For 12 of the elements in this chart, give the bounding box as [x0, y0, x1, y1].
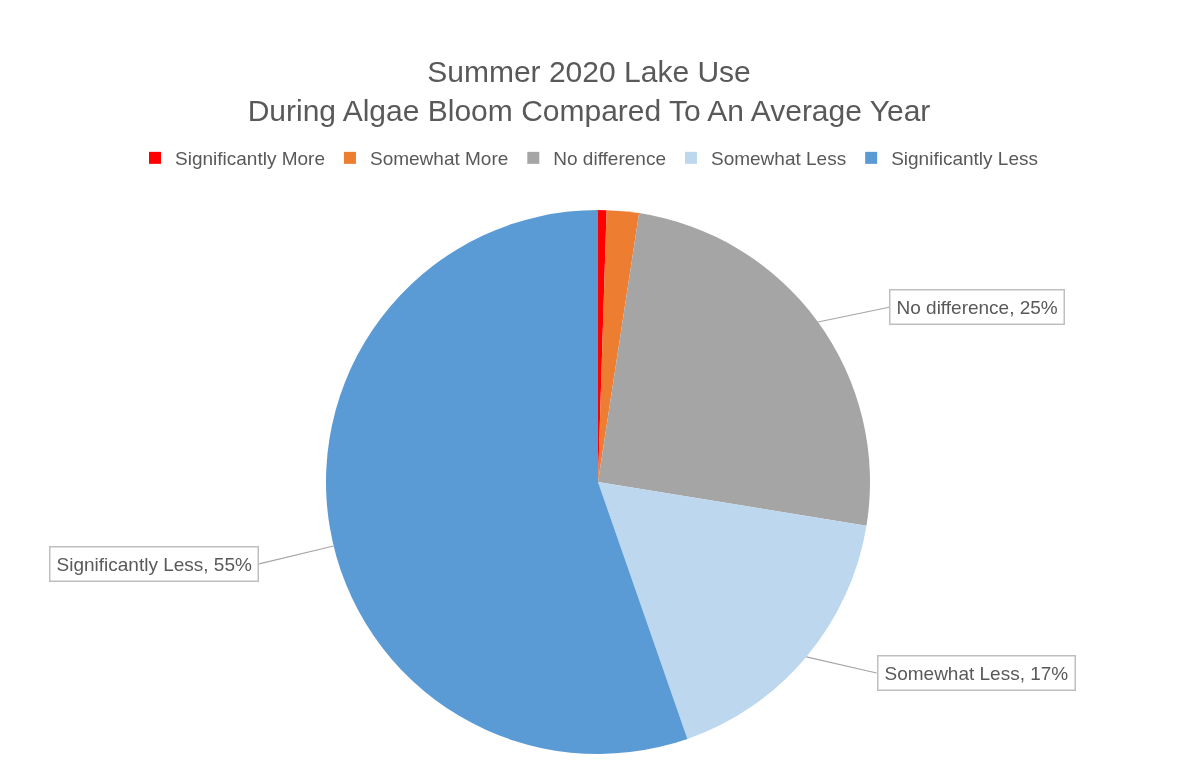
data-label: Significantly Less, 55% — [56, 553, 252, 575]
data-label: Somewhat Less, 17% — [884, 662, 1069, 684]
data-label: No difference, 25% — [896, 296, 1058, 318]
pie-slice — [598, 482, 867, 739]
chart-title: Summer 2020 Lake Use During Algae Bloom Compared To An Average Year — [247, 55, 931, 127]
legend-label: No difference — [553, 148, 666, 170]
legend-label: Significantly More — [175, 148, 325, 170]
legend-label: Somewhat Less — [710, 148, 847, 170]
pie-slice — [326, 210, 688, 754]
pie-slice — [598, 210, 640, 482]
legend-label: Significantly Less — [891, 148, 1038, 170]
legend-label: Somewhat More — [369, 148, 509, 170]
